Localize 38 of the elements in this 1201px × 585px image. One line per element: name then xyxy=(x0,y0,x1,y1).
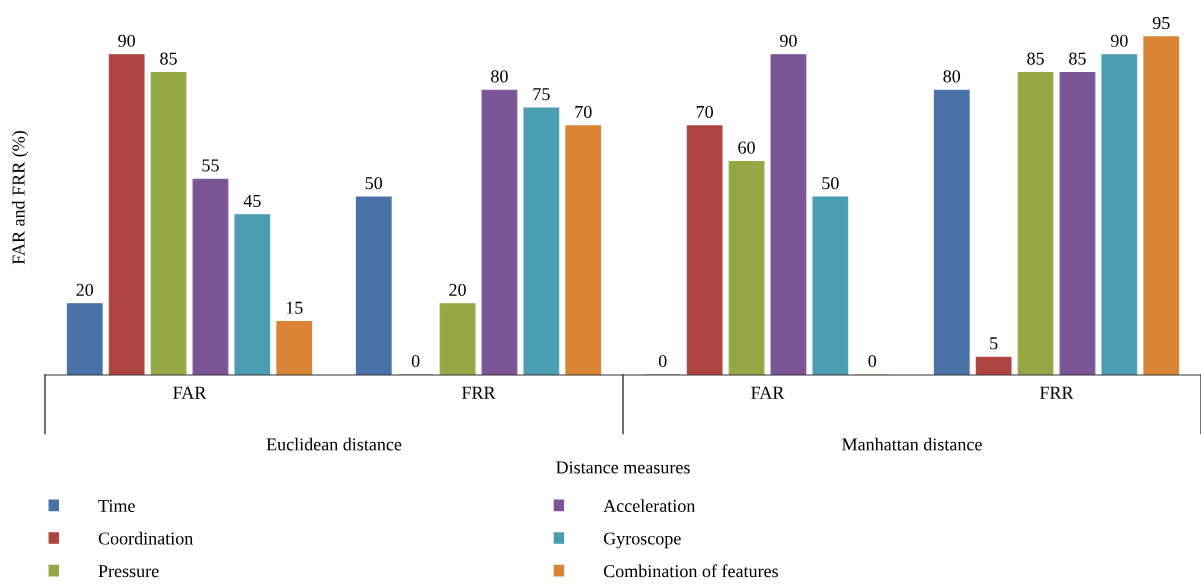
legend-label: Combination of features xyxy=(603,564,778,578)
legend-label: Acceleration xyxy=(603,499,696,512)
data-label: 75 xyxy=(533,88,550,101)
data-label: 0 xyxy=(868,354,877,368)
x-tick-label: FRR xyxy=(461,386,496,399)
y-axis-title: FAR and FRR (%) xyxy=(11,130,29,265)
data-label: 55 xyxy=(202,159,219,172)
data-label: 85 xyxy=(160,52,177,65)
text: Manhattan distance xyxy=(842,437,982,451)
text: Euclidean distance xyxy=(266,437,402,451)
legend-label: Gyroscope xyxy=(603,532,681,549)
data-label: 70 xyxy=(575,105,592,119)
data-label: 90 xyxy=(780,34,797,47)
data-label: 5 xyxy=(990,337,998,350)
data-label: 95 xyxy=(1152,16,1170,30)
data-label: 15 xyxy=(286,301,303,314)
data-label: 80 xyxy=(943,70,961,83)
data-label: 85 xyxy=(1069,52,1086,65)
data-label: 20 xyxy=(76,283,94,296)
data-label: 45 xyxy=(243,194,261,208)
data-label: 0 xyxy=(658,354,667,368)
legend-label: Pressure xyxy=(98,565,159,578)
legend-label: Time xyxy=(98,499,135,512)
x-axis-title: Distance measures xyxy=(556,461,690,474)
data-label: 90 xyxy=(118,34,135,47)
data-label: 60 xyxy=(738,141,755,154)
x-tick-label: FRR xyxy=(1039,386,1074,399)
data-label: 90 xyxy=(1110,34,1128,47)
data-label: 20 xyxy=(449,283,466,296)
data-label: 50 xyxy=(365,177,383,190)
legend-label: Coordination xyxy=(98,531,194,545)
data-label: 0 xyxy=(411,354,420,368)
x-tick-label: FAR xyxy=(751,386,785,399)
x-tick-label: FAR xyxy=(173,386,207,399)
data-label: 80 xyxy=(491,70,508,83)
data-label: 85 xyxy=(1027,52,1044,65)
data-label: 50 xyxy=(822,177,839,190)
data-label: 70 xyxy=(696,105,713,119)
